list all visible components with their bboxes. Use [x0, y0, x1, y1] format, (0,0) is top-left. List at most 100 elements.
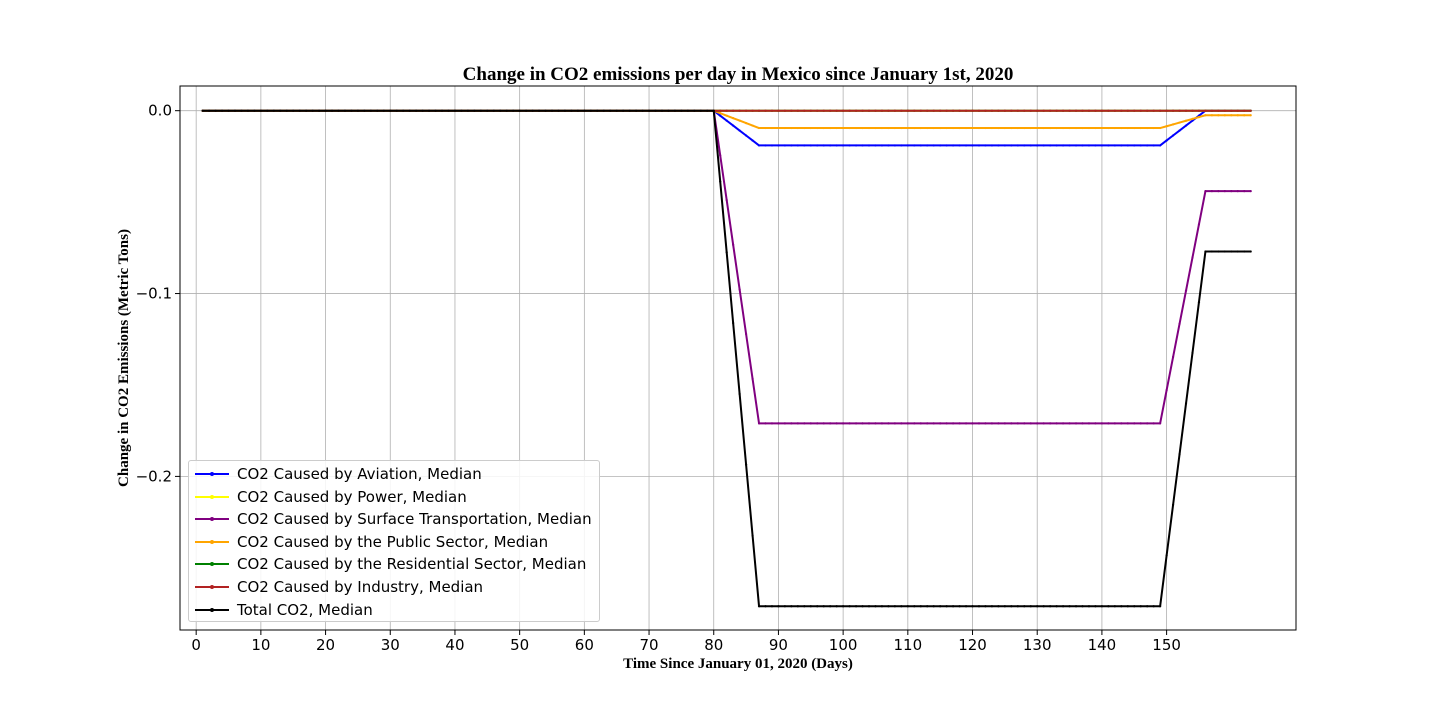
data-point — [816, 144, 819, 147]
data-point — [958, 144, 961, 147]
data-point — [893, 109, 896, 112]
data-point — [725, 114, 728, 117]
data-point — [719, 180, 722, 183]
data-point — [667, 109, 670, 112]
data-point — [783, 422, 787, 425]
data-point — [1146, 422, 1149, 425]
data-point — [1178, 322, 1181, 325]
data-point — [1126, 422, 1129, 425]
data-point — [1184, 109, 1188, 112]
data-point — [1081, 422, 1084, 425]
data-point — [1074, 144, 1078, 147]
data-point — [253, 109, 256, 112]
data-point — [913, 422, 916, 425]
data-point — [518, 109, 521, 112]
legend-item: CO2 Caused by Power, Median — [195, 486, 467, 508]
data-point — [1042, 422, 1045, 425]
data-point — [1243, 114, 1246, 117]
x-tick-label: 60 — [575, 636, 594, 654]
data-point — [1184, 289, 1188, 292]
data-point — [1171, 503, 1175, 506]
data-point — [809, 605, 812, 608]
data-point — [602, 109, 605, 112]
data-point — [1087, 144, 1091, 147]
data-point — [952, 605, 955, 608]
data-point — [744, 332, 748, 336]
data-point — [382, 109, 385, 112]
data-point — [1074, 109, 1078, 112]
legend-label: CO2 Caused by Power, Median — [237, 487, 467, 506]
data-point — [1049, 605, 1052, 608]
data-point — [266, 109, 269, 112]
data-point — [324, 109, 327, 112]
data-point — [932, 144, 935, 147]
data-point — [867, 144, 871, 147]
data-point — [1113, 109, 1116, 112]
data-point — [900, 422, 903, 425]
data-point — [1107, 422, 1110, 425]
data-point — [770, 126, 774, 130]
data-point — [1126, 109, 1129, 112]
data-point — [537, 109, 541, 112]
data-point — [725, 119, 728, 122]
data-point — [1113, 144, 1116, 147]
data-point — [790, 144, 793, 147]
data-point — [777, 422, 780, 425]
data-point — [1165, 125, 1168, 128]
data-point — [822, 144, 825, 147]
y-tick-label: −0.2 — [136, 467, 172, 485]
data-point — [990, 144, 994, 147]
data-point — [939, 422, 942, 425]
data-point — [757, 109, 761, 112]
data-point — [1081, 109, 1084, 112]
data-point — [1003, 422, 1006, 425]
data-point — [1217, 114, 1220, 117]
data-point — [201, 109, 204, 112]
data-point — [971, 144, 974, 147]
x-tick-label: 20 — [316, 636, 335, 654]
legend-swatch — [195, 486, 229, 508]
y-axis-label: Change in CO2 Emissions (Metric Tons) — [116, 229, 132, 487]
data-point — [777, 109, 780, 112]
data-point — [926, 144, 929, 147]
data-point — [990, 605, 994, 608]
data-point — [932, 126, 935, 130]
data-point — [1036, 109, 1039, 112]
data-point — [1055, 605, 1058, 608]
data-point — [893, 605, 896, 608]
data-point — [835, 605, 838, 608]
data-point — [803, 144, 806, 147]
data-point — [660, 109, 664, 112]
data-point — [1055, 109, 1058, 112]
data-point — [1074, 422, 1078, 425]
data-point — [505, 109, 508, 112]
data-point — [932, 422, 935, 425]
data-point — [1016, 126, 1019, 130]
data-point — [486, 109, 489, 112]
data-point — [1062, 422, 1065, 425]
data-point — [576, 109, 579, 112]
data-point — [1165, 389, 1168, 392]
x-tick-label: 130 — [1023, 636, 1052, 654]
data-point — [874, 109, 877, 112]
data-point — [1217, 190, 1220, 193]
data-point — [906, 605, 909, 608]
data-point — [1178, 121, 1181, 124]
data-point — [305, 109, 308, 112]
data-point — [550, 109, 554, 112]
data-point — [1113, 422, 1116, 425]
data-point — [220, 109, 224, 112]
data-point — [913, 144, 916, 147]
data-point — [816, 605, 819, 608]
x-tick-label: 100 — [829, 636, 858, 654]
data-point — [1107, 605, 1110, 608]
data-point — [402, 109, 405, 112]
legend-swatch — [195, 463, 229, 485]
data-point — [945, 126, 948, 130]
data-point — [544, 109, 547, 112]
data-point — [557, 109, 560, 112]
data-point — [751, 534, 754, 537]
data-point — [1055, 126, 1058, 130]
data-point — [563, 109, 567, 112]
